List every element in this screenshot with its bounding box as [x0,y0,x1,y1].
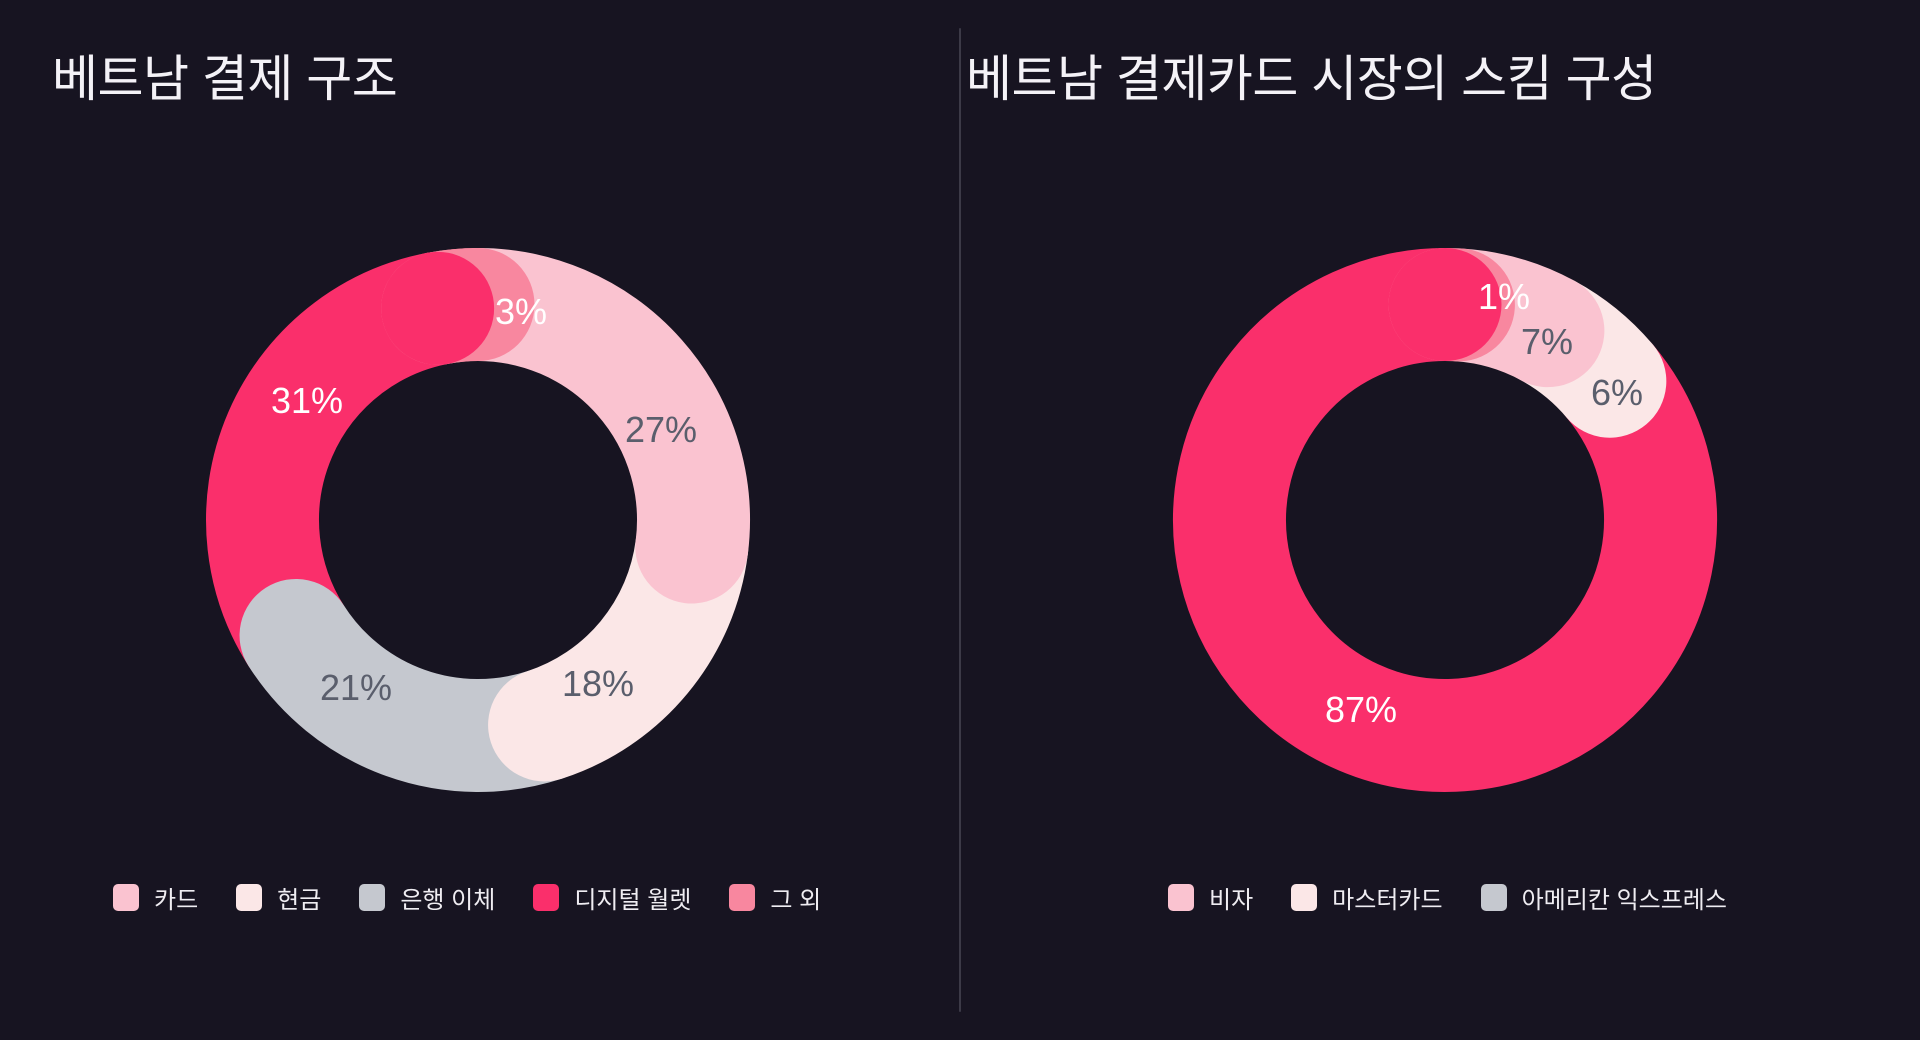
legend-label: 카드 [154,887,199,914]
legend-color-swatch [729,884,756,911]
legend-item: 아메리칸 익스프레스 [1480,880,1727,915]
panel-divider-line [959,28,961,1012]
legend-item: 은행 이체 [359,880,495,915]
donut-endcap-digital-wallet [381,251,495,365]
legend-label: 마스터카드 [1332,887,1443,914]
legend-item: 카드 [113,880,198,915]
legend-item: 비자 [1168,880,1253,915]
legend-item: 그 외 [729,880,821,915]
donut-endcap-major-87pct [1388,248,1502,361]
legend-card-scheme: 비자 마스터카드 아메리칸 익스프레스 [1168,880,1727,915]
legend-label: 아메리칸 익스프레스 [1521,887,1727,914]
chart-title-payment-structure: 베트남 결제 구조 [52,51,398,107]
legend-color-swatch [236,884,263,911]
legend-item: 마스터카드 [1291,880,1443,915]
donut-segment-digital-wallet [206,251,495,692]
legend-color-swatch [113,884,139,911]
legend-label: 디지털 월렛 [574,887,692,914]
legend-label: 현금 [277,887,322,914]
legend-label: 은행 이체 [400,887,496,914]
legend-label: 그 외 [770,887,822,914]
legend-color-swatch [1291,884,1318,911]
legend-color-swatch [1168,884,1194,911]
donut-chart-payment-structure [206,248,750,792]
legend-label: 비자 [1209,887,1254,914]
legend-item: 현금 [236,880,321,915]
donut-chart-card-scheme [1173,248,1717,792]
legend-color-swatch [359,884,386,911]
legend-color-swatch [533,884,560,911]
donut-segment-major-87pct [1173,248,1717,792]
legend-item: 디지털 월렛 [533,880,691,915]
chart-title-card-scheme-composition: 베트남 결제카드 시장의 스킴 구성 [966,51,1657,107]
legend-payment-structure: 카드 현금 은행 이체 디지털 월렛 그 외 [113,880,821,915]
legend-color-swatch [1480,884,1507,911]
